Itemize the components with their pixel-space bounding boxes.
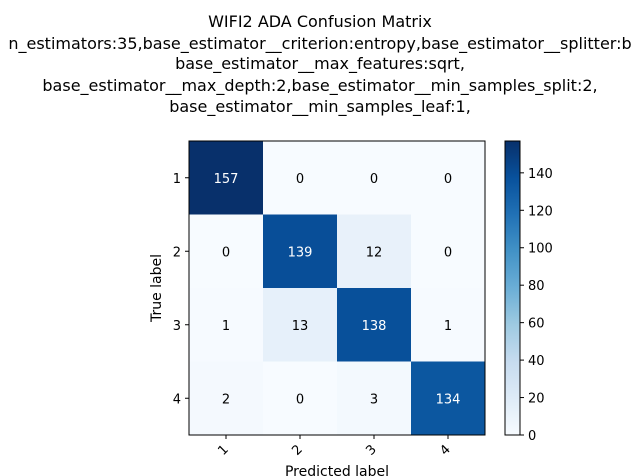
heatmap-cell-4-4	[411, 361, 486, 436]
colorbar-tick-label-100: 100	[528, 242, 553, 257]
cell-value-4-1: 2	[222, 392, 230, 407]
cell-value-labels: 157 0 0 00 139 12 01 13 138 12 0 3 134	[214, 172, 461, 408]
x-tick-label-2: 2	[289, 442, 305, 458]
heatmap-cell-2-3	[337, 214, 412, 289]
cell-value-2-3: 12	[366, 245, 383, 260]
y-axis-label: True label	[149, 254, 165, 323]
cell-value-1-1: 157	[214, 172, 239, 187]
cell-value-4-4: 134	[436, 392, 461, 407]
y-tick-label-4: 4	[173, 392, 181, 407]
heatmap-cell-1-1	[189, 141, 264, 215]
colorbar-tick-label-120: 120	[528, 204, 553, 219]
y-tick-label-1: 1	[173, 172, 181, 187]
cell-value-3-3: 138	[362, 319, 387, 334]
cell-value-1-4: 0	[444, 172, 452, 187]
heatmap-cell-3-1	[189, 288, 264, 362]
heatmap-cell-1-2	[263, 141, 338, 215]
plot-frame	[188, 140, 486, 436]
colorbar-tick-label-20: 20	[528, 392, 545, 407]
chart-title-line-4: base_estimator__max_depth:2,base_estimat…	[42, 76, 598, 95]
colorbar-ticks: 0 20 40 60 80 100 120 140	[520, 167, 553, 444]
heatmap-cell-4-1	[189, 361, 264, 436]
x-tick-label-3: 3	[363, 442, 379, 458]
heatmap-cell-2-1	[189, 214, 264, 289]
cell-value-3-1: 1	[222, 319, 230, 334]
x-tick-label-4: 4	[437, 442, 453, 458]
x-axis-label: Predicted label	[285, 464, 389, 476]
cell-value-4-2: 0	[296, 392, 304, 407]
cell-value-1-3: 0	[370, 172, 378, 187]
cell-value-3-2: 13	[292, 319, 309, 334]
y-tick-label-3: 3	[173, 319, 181, 334]
heatmap-cell-1-3	[337, 141, 412, 215]
heatmap-cell-4-3	[337, 361, 412, 436]
cell-value-3-4: 1	[444, 319, 452, 334]
heatmap-cell-1-4	[411, 141, 486, 215]
chart-title-line-3: base_estimator__max_features:sqrt,	[175, 54, 465, 73]
y-axis-ticks: 1 2 3 4	[173, 172, 189, 407]
x-tick-label-1: 1	[215, 442, 231, 458]
cell-value-2-1: 0	[222, 245, 230, 260]
y-tick-label-2: 2	[173, 245, 181, 260]
heatmap-cell-2-2	[263, 214, 338, 289]
heatmap-cells	[189, 141, 486, 436]
colorbar-tick-label-60: 60	[528, 317, 545, 332]
colorbar-tick-label-40: 40	[528, 354, 545, 369]
cell-value-1-2: 0	[296, 172, 304, 187]
chart-title-line-5: base_estimator__min_samples_leaf:1,	[169, 97, 471, 116]
chart-title-line-1: WIFI2 ADA Confusion Matrix	[208, 12, 432, 31]
colorbar-tick-label-140: 140	[528, 167, 553, 182]
heatmap-cell-2-4	[411, 214, 486, 289]
chart-title-line-2: n_estimators:35,base_estimator__criterio…	[8, 34, 632, 53]
x-axis-ticks: 1 2 3 4	[215, 435, 454, 459]
heatmap-cell-4-2	[263, 361, 338, 436]
cell-value-4-3: 3	[370, 392, 378, 407]
colorbar-tick-label-0: 0	[528, 429, 536, 444]
colorbar-tick-label-80: 80	[528, 279, 545, 294]
colorbar	[504, 140, 521, 436]
heatmap-cell-3-3	[337, 288, 412, 362]
cell-value-2-2: 139	[288, 245, 313, 260]
cell-value-2-4: 0	[444, 245, 452, 260]
heatmap-cell-3-2	[263, 288, 338, 362]
heatmap-cell-3-4	[411, 288, 486, 362]
